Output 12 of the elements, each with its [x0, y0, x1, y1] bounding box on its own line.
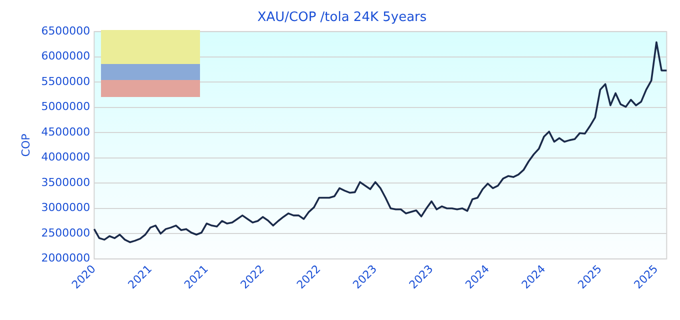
y-tick-label: 2500000 [41, 226, 90, 240]
y-tick-label: 2000000 [41, 252, 90, 265]
y-tick-label: 5000000 [41, 100, 90, 114]
y-tick-label: 6500000 [41, 24, 90, 38]
y-tick-label: 3000000 [41, 201, 90, 214]
y-tick-label: 5500000 [41, 74, 90, 88]
y-tick-label: 3500000 [41, 176, 90, 189]
chart-title: XAU/COP /tola 24K 5years [257, 10, 427, 26]
y-axis-title: COP [19, 133, 32, 157]
y-tick-label: 6000000 [41, 50, 90, 63]
y-tick-label: 4000000 [41, 150, 90, 164]
y-tick-label: 4500000 [41, 125, 90, 138]
